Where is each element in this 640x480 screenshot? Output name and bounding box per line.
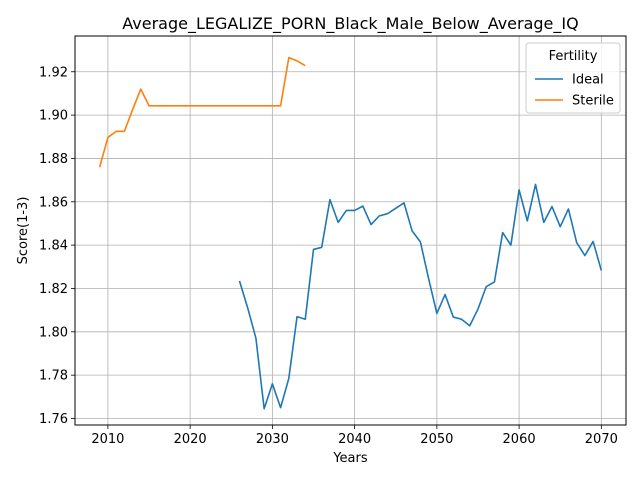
axis-ticks: 2010 2020 2030 2040 2050 2060 2070 1.76 1.78 1.80… <box>39 65 618 447</box>
x-tick-label: 2050 <box>420 432 453 447</box>
y-tick-label: 1.92 <box>39 65 68 80</box>
legend: Fertility Ideal Sterile <box>525 42 621 114</box>
legend-items: Ideal Sterile <box>535 73 614 109</box>
y-tick-label: 1.80 <box>39 325 68 340</box>
grid <box>75 36 626 425</box>
x-tick-label: 2020 <box>174 432 207 447</box>
x-tick-label: 2070 <box>585 432 618 447</box>
x-tick-label: 2040 <box>338 432 371 447</box>
series-line-sterile <box>98 56 306 168</box>
y-tick-label: 1.84 <box>39 239 68 254</box>
plot-frame <box>74 35 627 426</box>
x-axis-label: Years <box>332 451 368 466</box>
y-tick-label: 1.78 <box>39 369 68 384</box>
y-axis-label: Score(1-3) <box>16 197 31 265</box>
y-tick-label: 1.88 <box>39 152 68 167</box>
series-line-ideal <box>238 183 603 410</box>
y-tick-label: 1.76 <box>39 412 68 427</box>
x-tick-label: 2060 <box>503 432 536 447</box>
legend-label-sterile: Sterile <box>572 94 614 109</box>
legend-title: Fertility <box>549 49 598 64</box>
x-tick-label: 2030 <box>256 432 289 447</box>
legend-label-ideal: Ideal <box>572 73 604 88</box>
chart-title: Average_LEGALIZE_PORN_Black_Male_Below_A… <box>122 14 578 34</box>
y-tick-label: 1.90 <box>39 109 68 124</box>
y-tick-label: 1.86 <box>39 195 68 210</box>
x-tick-label: 2010 <box>91 432 124 447</box>
legend-box <box>525 42 621 114</box>
y-tick-label: 1.82 <box>39 282 68 297</box>
series-lines <box>98 56 603 410</box>
